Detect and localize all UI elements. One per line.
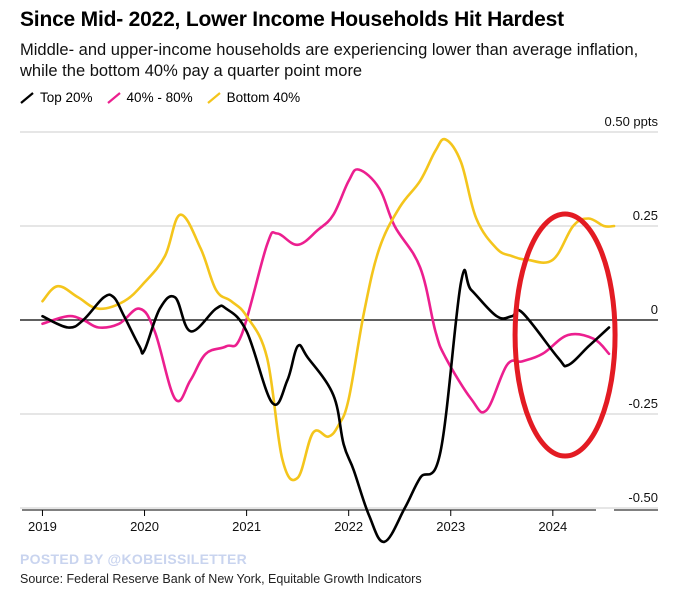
legend-label-top20: Top 20%: [40, 90, 93, 105]
x-tick-label: 2023: [436, 519, 465, 534]
y-tick-label: 0: [651, 302, 658, 317]
chart-subtitle: Middle- and upper-income households are …: [20, 41, 639, 80]
y-tick-label: -0.25: [628, 396, 658, 411]
legend-swatch-bottom40: [206, 91, 221, 104]
legend-item-mid: 40% - 80%: [106, 90, 193, 105]
y-tick-label: 0.25: [633, 208, 658, 223]
legend-item-bottom40: Bottom 40%: [206, 90, 301, 105]
x-tick-label: 2019: [28, 519, 57, 534]
x-tick-label: 2021: [232, 519, 261, 534]
x-tick-label: 2020: [130, 519, 159, 534]
highlight-ellipse: [512, 211, 618, 459]
watermark: POSTED BY @KOBEISSILETTER: [20, 551, 248, 567]
y-tick-label: 0.50 ppts: [605, 114, 659, 129]
legend-label-bottom40: Bottom 40%: [226, 90, 301, 105]
y-tick-label: -0.50: [628, 490, 658, 505]
legend-label-mid: 40% - 80%: [126, 90, 193, 105]
x-tick-label: 2022: [334, 519, 363, 534]
legend-item-top20: Top 20%: [20, 90, 93, 105]
series-line-top20: [41, 268, 611, 544]
x-tick-label: 2024: [538, 519, 567, 534]
legend-swatch-mid: [106, 91, 121, 104]
series-line-bottom40: [41, 137, 616, 482]
chart-title: Since Mid- 2022, Lower Income Households…: [20, 8, 564, 31]
legend: Top 20% 40% - 80% Bottom 40%: [20, 90, 300, 105]
legend-swatch-top20: [20, 91, 34, 104]
source-note: Source: Federal Reserve Bank of New York…: [20, 572, 422, 586]
series-line-mid: [41, 168, 611, 414]
